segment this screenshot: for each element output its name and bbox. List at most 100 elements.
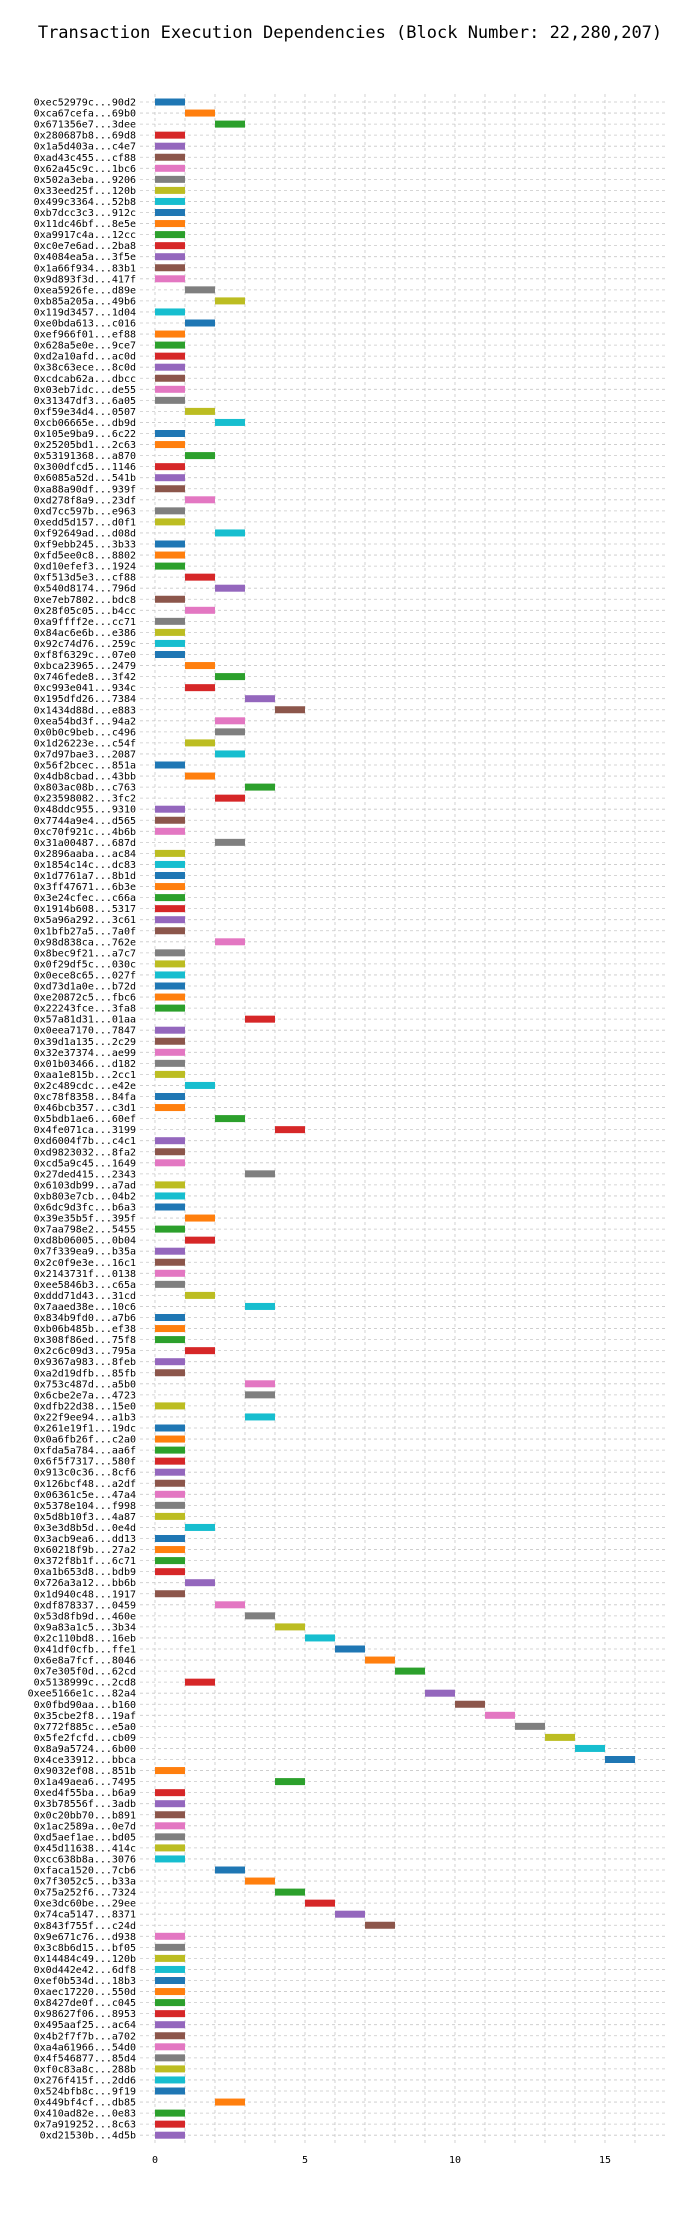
- bar: [155, 1988, 185, 1996]
- bar: [155, 430, 185, 437]
- tx-label: 0x5d8b10f3...4a87: [34, 1512, 136, 1523]
- bar: [215, 717, 245, 725]
- tx-label: 0xfda5a784...aa6f: [34, 1446, 136, 1457]
- tx-label: 0x2c110bd8...16eb: [34, 1633, 136, 1644]
- tx-label: 0xd5aef1ae...bd05: [34, 1832, 136, 1843]
- bar: [155, 1767, 185, 1775]
- tx-label: 0x31a00487...687d: [34, 838, 136, 849]
- tx-label: 0xd278f8a9...23df: [34, 495, 136, 506]
- bar: [155, 341, 185, 349]
- tx-label: 0x2896aaba...ac84: [34, 849, 136, 860]
- bar: [155, 1325, 185, 1333]
- bar: [185, 452, 215, 460]
- bar: [155, 1314, 185, 1321]
- tx-label: 0xee5166e1c...82a4: [28, 1689, 136, 1700]
- bar: [155, 2021, 185, 2029]
- tx-label: 0xea54bd3f...94a2: [34, 716, 136, 727]
- tx-label: 0x449bf4cf...db85: [34, 2098, 136, 2109]
- tx-label: 0x60218f9b...27a2: [34, 1545, 136, 1556]
- bar: [245, 1612, 275, 1620]
- tx-label: 0xb803e7cb...04b2: [34, 1191, 136, 1202]
- tx-label: 0x913c0c36...8cf6: [34, 1468, 136, 1479]
- bar: [155, 131, 185, 139]
- bar: [605, 1756, 635, 1763]
- tx-label: 0x8a9a5724...6b00: [34, 1744, 136, 1755]
- tx-label: 0x1ac2589a...0e7d: [34, 1821, 136, 1832]
- bar: [215, 838, 245, 846]
- bar: [155, 1225, 185, 1233]
- bar: [155, 540, 185, 548]
- tx-label: 0x0fbd90aa...b160: [34, 1700, 136, 1711]
- bar: [185, 286, 215, 294]
- bar: [185, 573, 215, 581]
- tx-label: 0xc993e041...934c: [34, 683, 136, 694]
- tx-label: 0x5a96a292...3c61: [34, 915, 136, 926]
- tx-label: 0xd7cc597b...e963: [34, 506, 136, 517]
- bar: [275, 1623, 305, 1631]
- bar: [155, 872, 185, 879]
- tx-label: 0x45d11638...414c: [34, 1843, 136, 1854]
- tx-label: 0x22243fce...3fa8: [34, 1004, 136, 1015]
- tx-label: 0xd2a10afd...ac0d: [34, 352, 136, 363]
- bar: [155, 164, 185, 172]
- bar: [155, 1402, 185, 1410]
- bar: [155, 905, 185, 913]
- bar: [155, 949, 185, 957]
- tx-label: 0x499c3364...52b8: [34, 197, 136, 208]
- tx-label: 0x119d3457...1d04: [34, 307, 136, 318]
- bar: [155, 352, 185, 360]
- bar: [155, 2109, 185, 2117]
- tx-label: 0x8bec9f21...a7c7: [34, 948, 136, 959]
- bar: [155, 264, 185, 272]
- tx-label: 0x11dc46bf...8e5e: [34, 219, 136, 230]
- bar: [215, 2098, 245, 2106]
- tx-label: 0x0d442e42...6df8: [34, 1965, 136, 1976]
- bar: [185, 1579, 215, 1587]
- tx-label: 0x1a49aea6...7495: [34, 1777, 136, 1788]
- tx-label: 0xcc638b8a...3076: [34, 1854, 136, 1865]
- tx-label: 0x7aa798e2...5455: [34, 1225, 136, 1236]
- bar: [215, 673, 245, 681]
- bar: [155, 441, 185, 449]
- tx-label: 0xe3dc60be...29ee: [34, 1899, 136, 1910]
- bar: [245, 1170, 275, 1178]
- bar: [155, 1535, 185, 1542]
- bar: [155, 1247, 185, 1255]
- tx-label: 0x48ddc955...9310: [34, 805, 136, 816]
- tx-label: 0x4b2f7f7b...a702: [34, 2031, 136, 2042]
- tx-label: 0x23598082...3fc2: [34, 794, 136, 805]
- tx-label: 0xbca23965...2479: [34, 661, 136, 672]
- tx-label: 0x98627f06...8953: [34, 2009, 136, 2020]
- tx-label: 0x1a5d403a...c4e7: [34, 142, 136, 153]
- bars-group: [155, 98, 635, 2139]
- bar: [245, 1877, 275, 1885]
- tx-label: 0xf92649ad...d08d: [34, 528, 136, 539]
- bar: [215, 1601, 245, 1609]
- tx-label: 0x6f5f7317...580f: [34, 1457, 136, 1468]
- bar: [155, 628, 185, 636]
- bar: [155, 1800, 185, 1808]
- bar: [155, 1181, 185, 1189]
- tx-label: 0xb06b485b...ef38: [34, 1324, 136, 1335]
- tx-label: 0xd10efef3...1924: [34, 562, 136, 573]
- bar: [155, 860, 185, 868]
- tx-label: 0x62a45c9c...1bc6: [34, 164, 136, 175]
- tx-label: 0x6e8a7fcf...8046: [34, 1656, 136, 1667]
- tx-label: 0xca67cefa...69b0: [34, 109, 136, 120]
- tx-label: 0xdf878337...0459: [34, 1600, 136, 1611]
- bar: [155, 2087, 185, 2095]
- tx-label: 0x22f9ee94...a1b3: [34, 1412, 136, 1423]
- tx-label: 0x41df0cfb...ffe1: [34, 1645, 136, 1656]
- tx-label: 0x1914b608...5317: [34, 904, 136, 915]
- bar: [185, 739, 215, 747]
- bar: [155, 1159, 185, 1167]
- bar: [155, 186, 185, 194]
- tx-label: 0xed4f55ba...b6a9: [34, 1788, 136, 1799]
- bar: [155, 1192, 185, 1200]
- x-tick-label: 15: [599, 2155, 611, 2166]
- tx-label: 0xf513d5e3...cf88: [34, 573, 136, 584]
- tx-label: 0x4084ea5a...3f5e: [34, 252, 136, 263]
- tx-label: 0x772f885c...e5a0: [34, 1722, 136, 1733]
- bar: [545, 1733, 575, 1741]
